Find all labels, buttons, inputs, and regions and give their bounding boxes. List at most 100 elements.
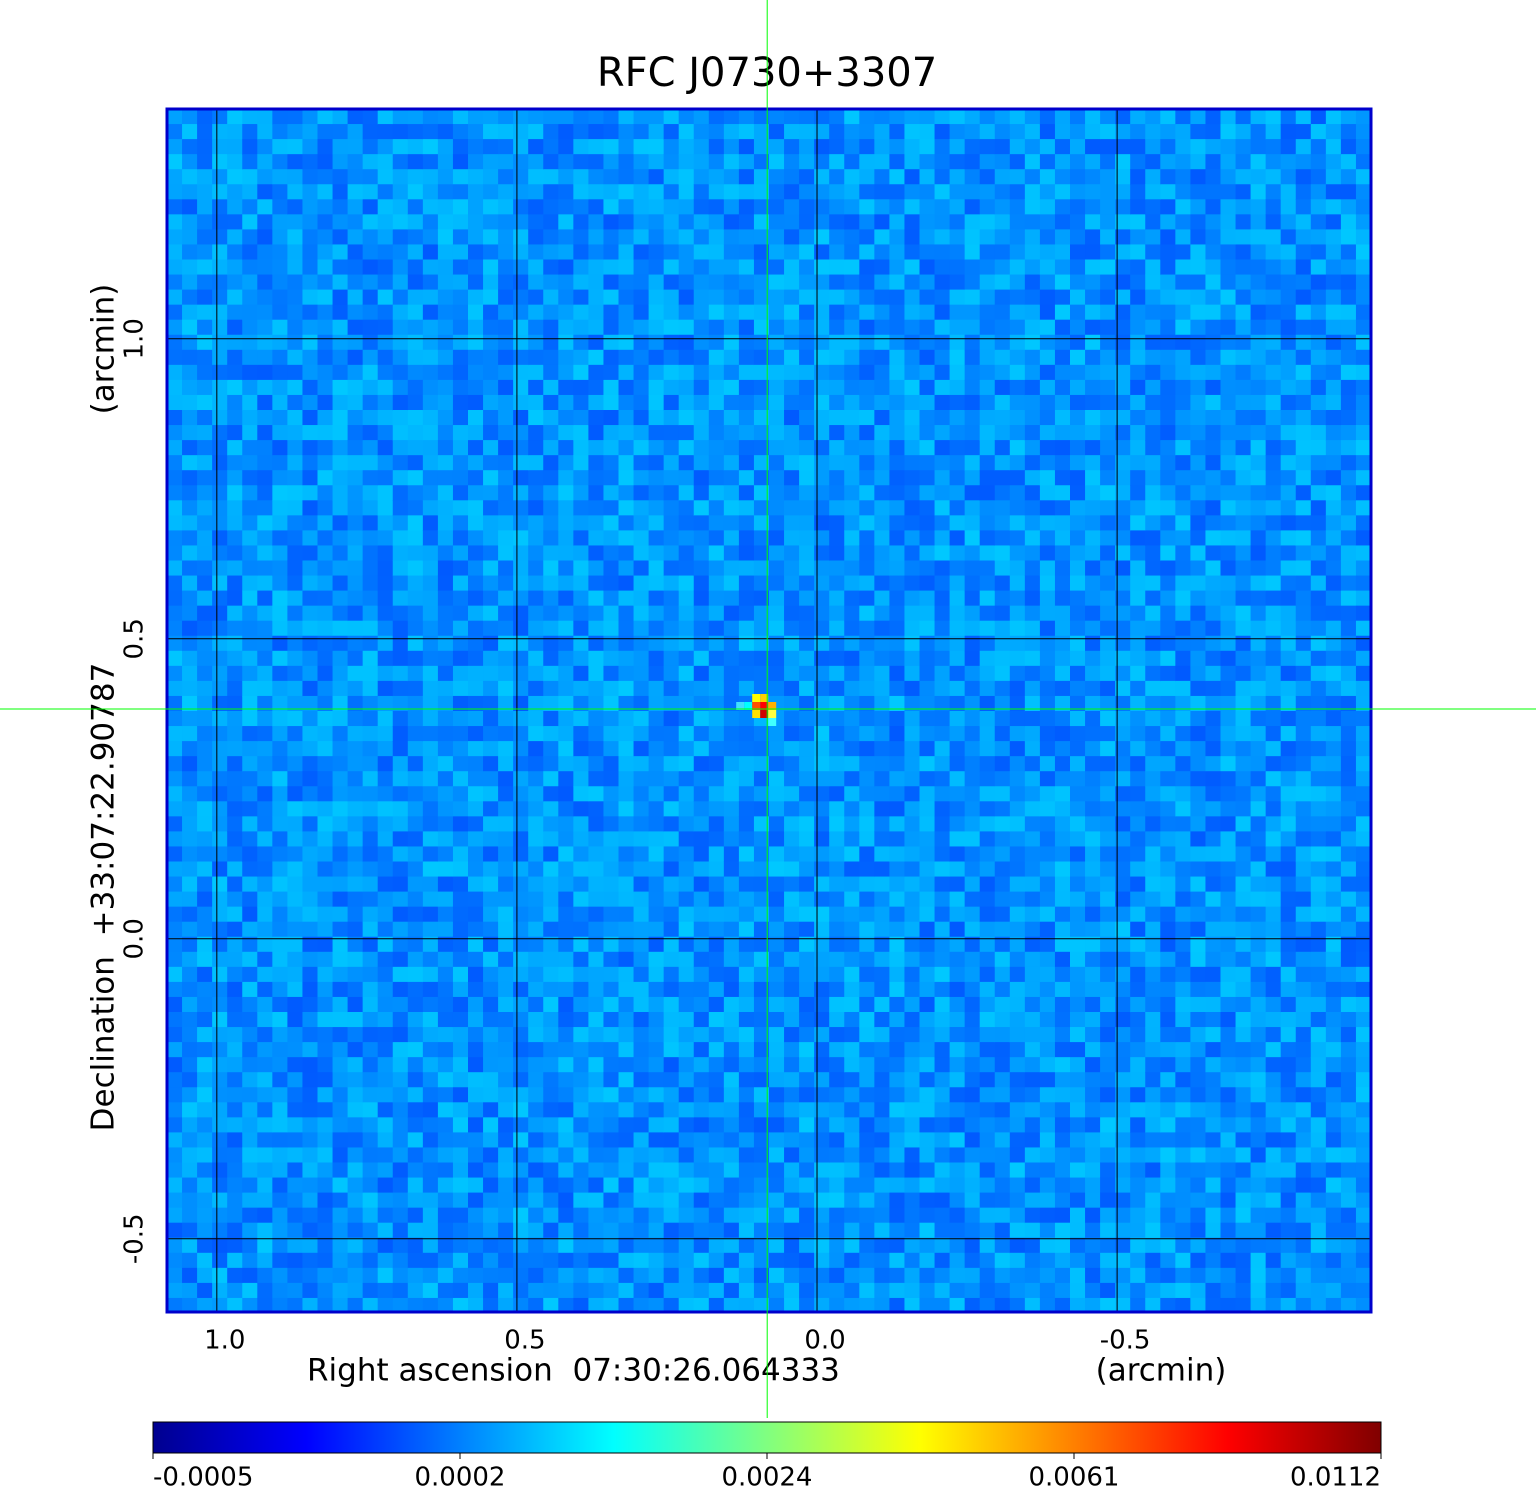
- pixel: [362, 1117, 379, 1133]
- pixel: [919, 1132, 936, 1149]
- pixel: [1039, 786, 1056, 802]
- pixel: [1009, 680, 1026, 697]
- pixel: [227, 921, 243, 938]
- pixel: [543, 665, 559, 682]
- pixel: [1054, 695, 1071, 712]
- pixel: [212, 154, 228, 170]
- pixel: [904, 680, 921, 697]
- pixel: [407, 1267, 424, 1284]
- pixel: [919, 1147, 936, 1164]
- pixel: [979, 1267, 996, 1284]
- pixel: [483, 1087, 499, 1103]
- pixel: [1009, 575, 1026, 592]
- pixel: [287, 124, 304, 140]
- pixel: [257, 861, 273, 878]
- pixel: [1085, 379, 1101, 396]
- pixel: [994, 711, 1011, 727]
- pixel: [979, 319, 996, 336]
- pixel: [648, 936, 665, 953]
- pixel: [723, 891, 740, 908]
- pixel: [979, 1057, 996, 1073]
- pixel: [242, 560, 258, 577]
- pixel: [723, 1177, 740, 1194]
- pixel: [347, 515, 364, 531]
- pixel: [167, 951, 183, 968]
- pixel: [558, 1192, 574, 1209]
- pixel: [738, 1042, 755, 1058]
- pixel: [618, 124, 635, 140]
- pixel: [588, 394, 605, 411]
- pixel: [528, 711, 544, 727]
- pixel: [1039, 545, 1056, 562]
- pixel: [979, 485, 996, 501]
- pixel: [197, 1237, 213, 1254]
- pixel: [648, 500, 665, 516]
- pixel: [332, 816, 349, 832]
- pixel: [784, 319, 800, 336]
- pixel: [633, 334, 650, 351]
- pixel: [452, 801, 469, 817]
- pixel: [1039, 1102, 1056, 1118]
- pixel: [528, 1042, 544, 1058]
- pixel: [257, 1237, 273, 1254]
- pixel: [257, 379, 273, 396]
- pixel: [407, 1027, 424, 1043]
- pixel: [1009, 756, 1026, 772]
- pixel: [1024, 801, 1041, 817]
- pixel: [874, 921, 890, 938]
- pixel: [498, 530, 514, 547]
- pixel: [753, 379, 770, 396]
- pixel: [723, 485, 740, 501]
- pixel: [528, 500, 544, 516]
- pixel: [1054, 726, 1071, 742]
- pixel: [859, 455, 875, 471]
- pixel: [1024, 876, 1041, 893]
- pixel: [799, 921, 815, 938]
- pixel: [829, 1132, 845, 1149]
- pixel: [543, 1297, 559, 1312]
- pixel: [498, 349, 514, 366]
- pixel: [302, 1072, 319, 1088]
- pixel: [829, 289, 845, 306]
- pixel: [784, 289, 800, 306]
- pixel: [257, 515, 273, 531]
- pixel: [708, 936, 725, 953]
- pixel: [422, 635, 439, 652]
- pixel: [528, 440, 544, 456]
- pixel: [693, 515, 710, 531]
- pixel: [769, 244, 785, 261]
- pixel: [227, 184, 243, 200]
- pixel: [573, 485, 589, 501]
- pixel: [603, 154, 620, 170]
- pixel: [437, 1132, 454, 1149]
- pixel: [1024, 1012, 1041, 1028]
- pixel: [723, 846, 740, 863]
- pixel: [347, 831, 364, 848]
- pixel: [588, 515, 605, 531]
- pixel: [829, 259, 845, 276]
- pixel: [1024, 364, 1041, 381]
- pixel: [663, 906, 680, 923]
- pixel: [633, 1147, 650, 1164]
- pixel: [979, 575, 996, 592]
- pixel: [1024, 891, 1041, 908]
- pixel: [302, 515, 319, 531]
- pixel: [483, 966, 499, 983]
- pixel: [543, 470, 559, 486]
- pixel: [407, 575, 424, 592]
- pixel: [588, 109, 605, 125]
- pixel: [257, 1012, 273, 1028]
- pixel: [829, 1012, 845, 1028]
- pixel: [784, 1012, 800, 1028]
- pixel: [272, 1132, 288, 1149]
- pixel: [543, 605, 559, 622]
- pixel: [573, 274, 589, 291]
- pixel: [844, 1207, 860, 1224]
- pixel: [528, 1012, 544, 1028]
- pixel: [272, 605, 288, 622]
- pixel: [528, 1132, 544, 1149]
- pixel: [392, 951, 409, 968]
- pixel: [468, 665, 484, 682]
- pixel: [332, 259, 349, 276]
- pixel: [377, 695, 394, 712]
